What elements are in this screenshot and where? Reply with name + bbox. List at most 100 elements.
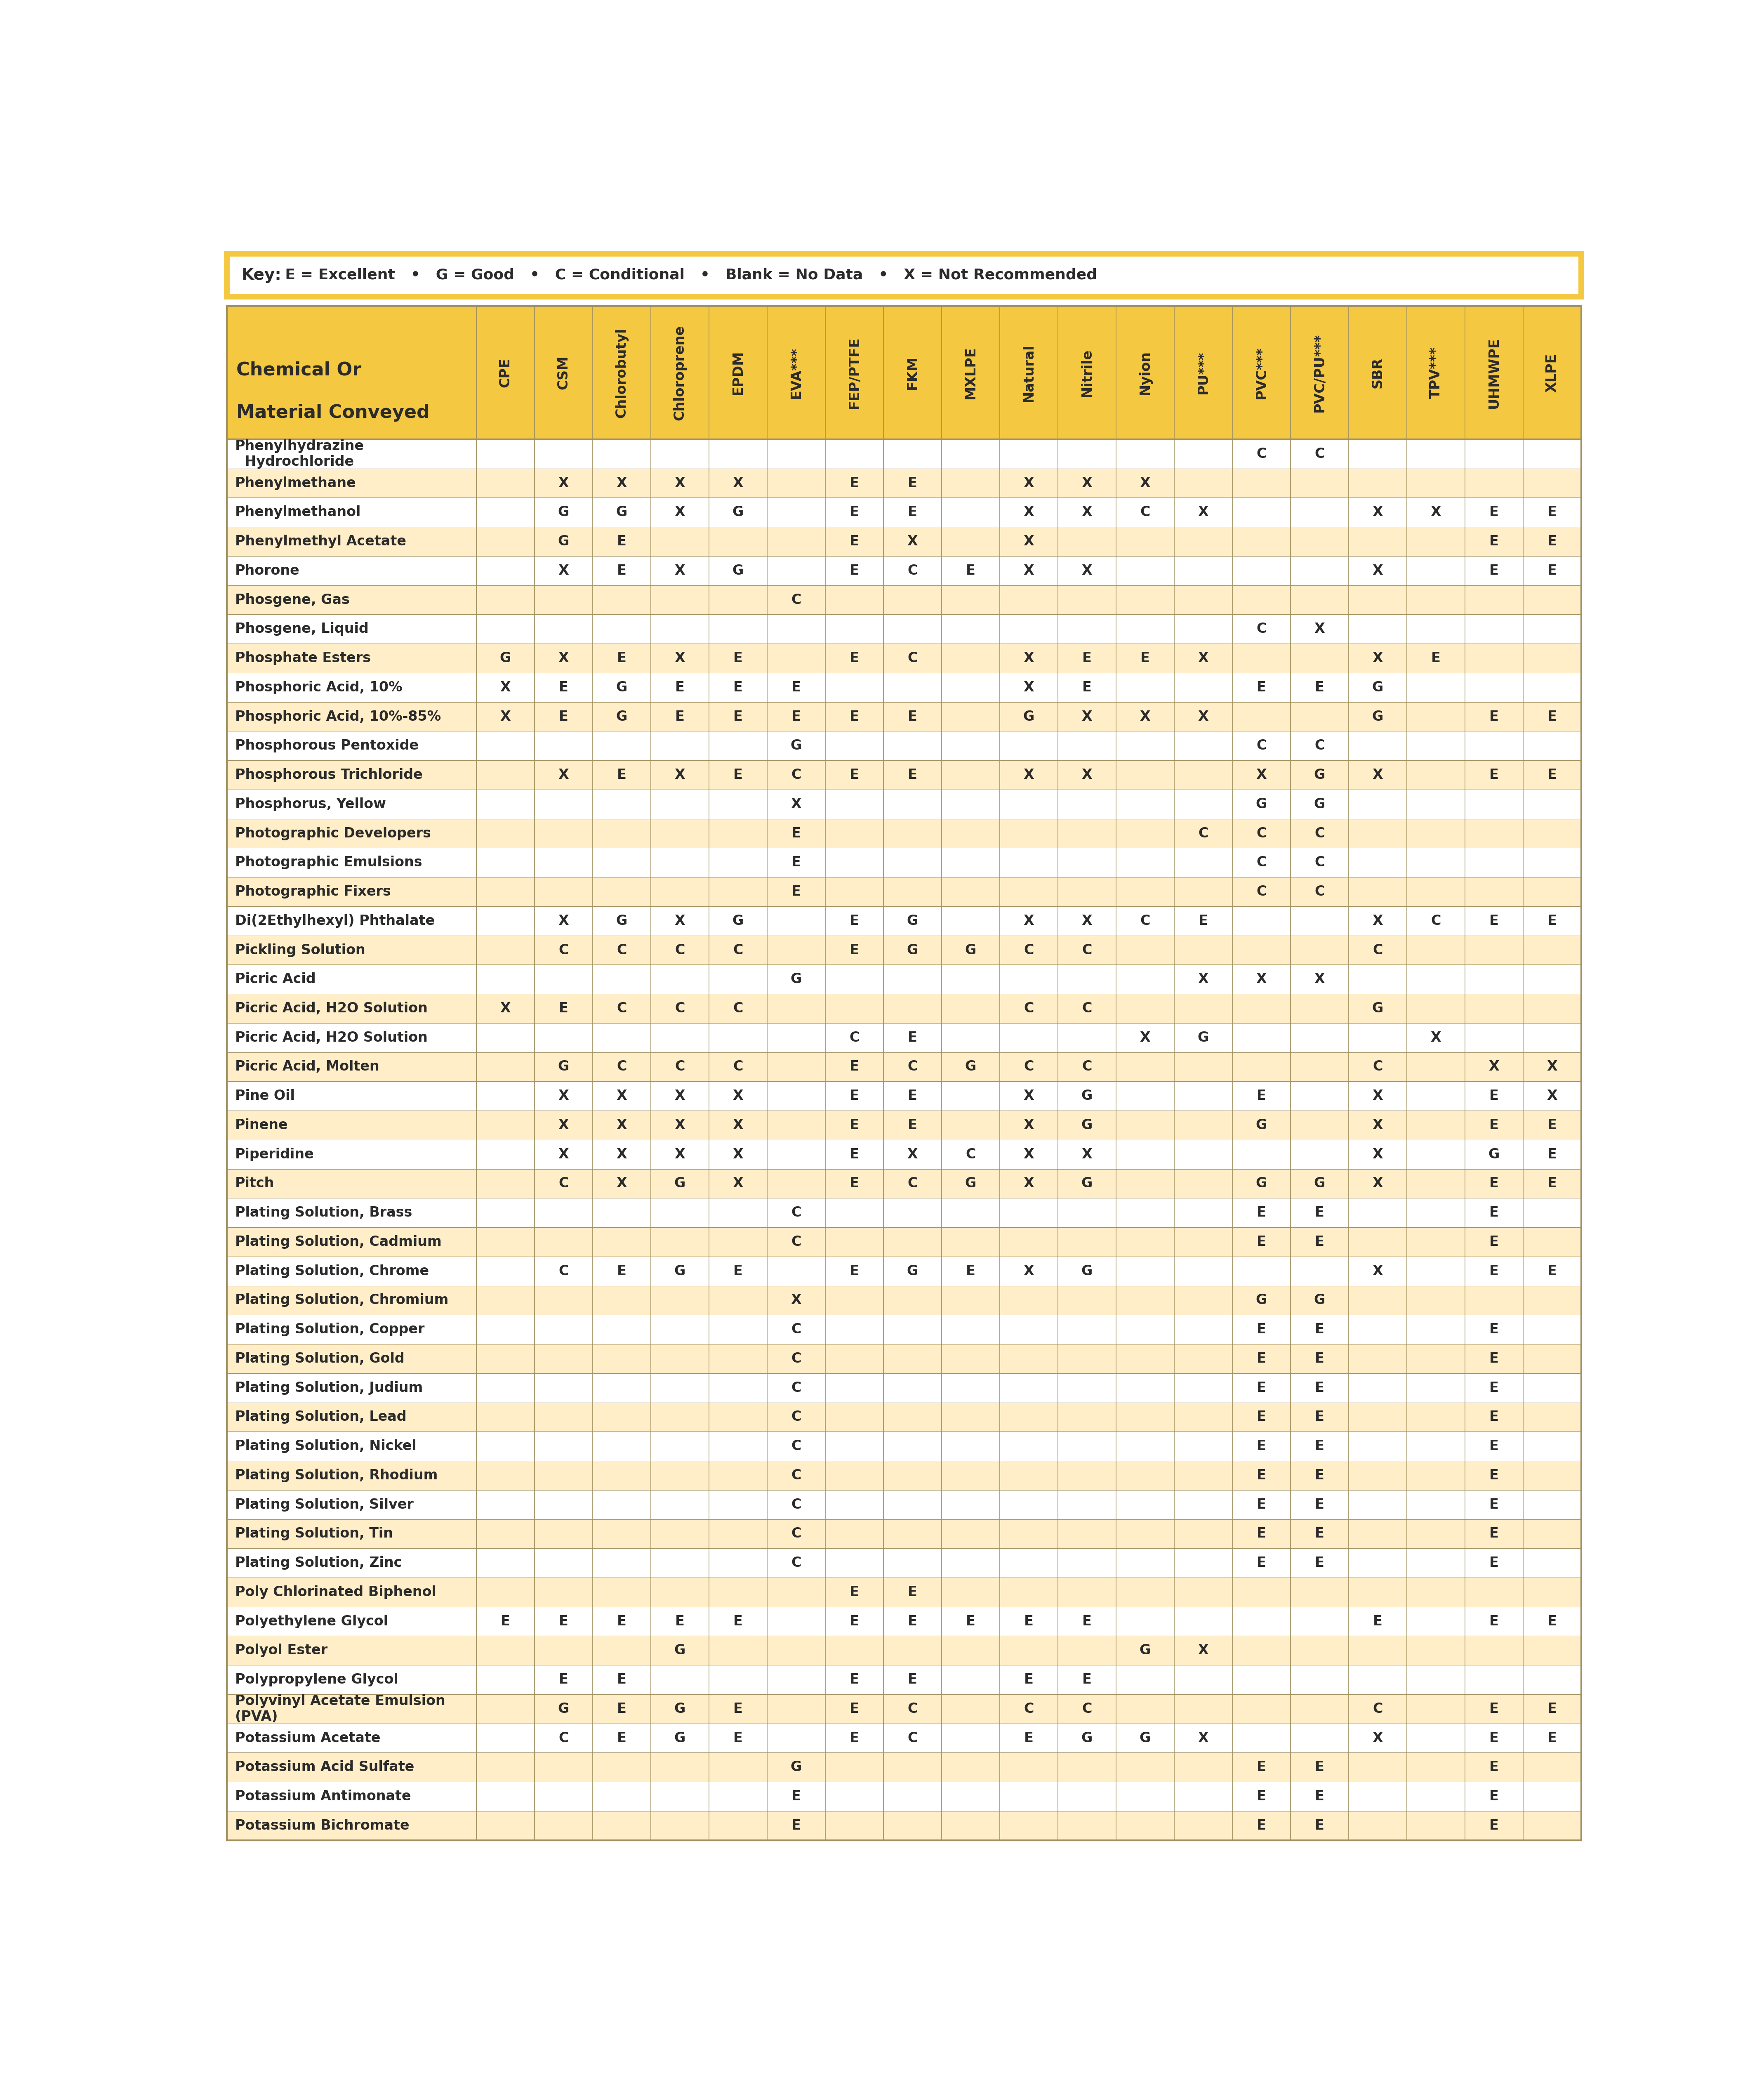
Bar	[228, 1520, 1581, 1549]
Text: E: E	[1489, 1760, 1499, 1774]
Text: G: G	[965, 1177, 975, 1190]
Text: Phenylmethyl Acetate: Phenylmethyl Acetate	[235, 535, 406, 547]
Text: E: E	[1547, 564, 1558, 578]
Text: E: E	[850, 1148, 859, 1161]
Text: G: G	[616, 709, 628, 723]
Text: E: E	[1489, 506, 1499, 518]
Text: E: E	[1547, 1117, 1558, 1132]
Text: X: X	[1023, 651, 1034, 665]
Text: G: G	[1489, 1148, 1499, 1161]
Text: C: C	[1256, 738, 1267, 752]
Text: E: E	[792, 885, 801, 898]
Text: E: E	[792, 680, 801, 694]
Text: E: E	[1314, 1789, 1325, 1804]
Bar	[228, 643, 1581, 674]
Text: E: E	[1256, 1323, 1267, 1337]
Bar	[228, 1665, 1581, 1694]
Text: Plating Solution, Nickel: Plating Solution, Nickel	[235, 1439, 416, 1453]
Text: E: E	[1314, 1528, 1325, 1540]
Text: G: G	[1314, 1294, 1325, 1308]
Text: X: X	[1023, 769, 1034, 782]
Text: E: E	[1314, 1818, 1325, 1833]
Text: C: C	[1256, 448, 1267, 460]
Text: G: G	[674, 1731, 686, 1745]
Text: E: E	[792, 709, 801, 723]
Text: G: G	[965, 943, 975, 958]
Text: Phosphoric Acid, 10%: Phosphoric Acid, 10%	[235, 680, 402, 694]
Text: E: E	[1489, 914, 1499, 929]
Text: G: G	[1081, 1731, 1092, 1745]
Text: Plating Solution, Lead: Plating Solution, Lead	[235, 1410, 406, 1424]
Text: UHMWPE: UHMWPE	[1487, 338, 1501, 408]
Text: C: C	[1023, 1001, 1034, 1016]
Text: CPE: CPE	[499, 359, 512, 388]
Text: EVA***: EVA***	[789, 346, 803, 398]
Text: E: E	[908, 769, 917, 782]
Text: Key:: Key:	[242, 267, 280, 282]
Text: X: X	[1547, 1088, 1558, 1103]
Text: E: E	[908, 477, 917, 489]
Text: X: X	[907, 1148, 917, 1161]
Text: X: X	[1372, 506, 1383, 518]
Bar	[228, 1082, 1581, 1111]
Text: C: C	[1140, 914, 1150, 929]
Text: E: E	[1256, 1352, 1267, 1366]
Text: Potassium Acid Sulfate: Potassium Acid Sulfate	[235, 1760, 415, 1774]
Text: Nitrile: Nitrile	[1080, 348, 1094, 396]
Text: E: E	[1547, 1148, 1558, 1161]
Text: X: X	[674, 564, 684, 578]
Text: X: X	[1372, 1117, 1383, 1132]
Text: E: E	[734, 1731, 743, 1745]
Text: E: E	[850, 1615, 859, 1627]
Text: X: X	[1372, 1088, 1383, 1103]
Text: E: E	[1256, 1236, 1267, 1248]
Text: X: X	[557, 477, 568, 489]
Text: G: G	[1256, 798, 1267, 811]
Text: G: G	[907, 1265, 917, 1277]
Bar	[228, 790, 1581, 819]
Bar	[228, 732, 1581, 761]
Text: E: E	[1256, 1088, 1267, 1103]
Text: Piperidine: Piperidine	[235, 1148, 314, 1161]
Text: E: E	[967, 1265, 975, 1277]
Text: X: X	[674, 1117, 684, 1132]
Text: Plating Solution, Tin: Plating Solution, Tin	[235, 1528, 393, 1540]
Text: E: E	[850, 1673, 859, 1687]
Bar	[228, 848, 1581, 877]
Text: E: E	[676, 680, 684, 694]
Bar	[228, 1636, 1581, 1665]
Text: E: E	[850, 506, 859, 518]
Text: E: E	[559, 1001, 568, 1016]
Text: X: X	[674, 477, 684, 489]
Text: E: E	[1256, 1818, 1267, 1833]
Text: C: C	[1198, 827, 1208, 840]
Text: G: G	[616, 680, 628, 694]
Text: E: E	[734, 769, 743, 782]
Text: X: X	[1140, 709, 1150, 723]
Bar	[228, 877, 1581, 906]
Text: E: E	[1547, 1702, 1558, 1716]
Text: G: G	[965, 1059, 975, 1074]
Text: X: X	[499, 680, 510, 694]
Text: C: C	[790, 1206, 801, 1219]
Text: E: E	[734, 651, 743, 665]
Bar	[228, 1578, 1581, 1607]
Text: Di(2Ethylhexyl) Phthalate: Di(2Ethylhexyl) Phthalate	[235, 914, 434, 929]
Text: Plating Solution, Rhodium: Plating Solution, Rhodium	[235, 1468, 437, 1482]
Text: X: X	[1198, 972, 1208, 987]
Text: E: E	[850, 564, 859, 578]
Text: C: C	[848, 1030, 859, 1045]
Text: Phorone: Phorone	[235, 564, 300, 578]
Bar	[228, 1227, 1581, 1256]
Text: CSM: CSM	[557, 357, 570, 390]
Text: G: G	[1081, 1088, 1092, 1103]
Text: E: E	[559, 709, 568, 723]
Text: X: X	[1256, 769, 1267, 782]
Text: X: X	[1081, 506, 1092, 518]
Text: G: G	[732, 914, 744, 929]
Text: G: G	[1081, 1117, 1092, 1132]
Bar	[228, 1024, 1581, 1053]
Bar	[228, 819, 1581, 848]
Bar	[228, 307, 1581, 439]
Text: X: X	[499, 709, 510, 723]
